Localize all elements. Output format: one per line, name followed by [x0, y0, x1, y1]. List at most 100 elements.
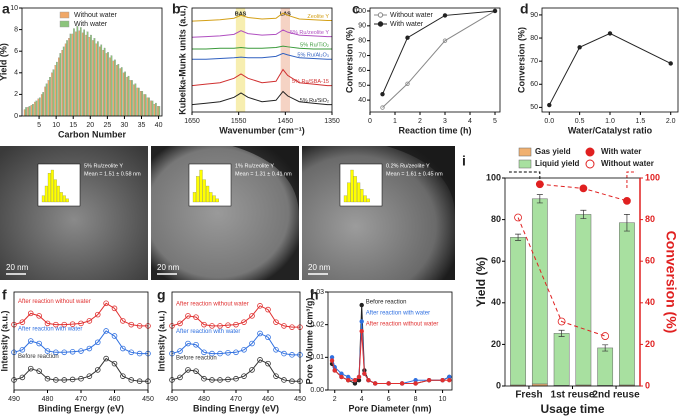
- x-tick-label: 1450: [278, 118, 294, 125]
- bar: [122, 72, 125, 117]
- error-bar: [536, 194, 543, 204]
- bar: [92, 40, 94, 117]
- band: [280, 8, 290, 112]
- legend-swatch: [518, 147, 532, 157]
- x-tick-label: 1550: [231, 118, 247, 125]
- marker: [209, 350, 215, 357]
- marker: [19, 374, 26, 381]
- y-tick-label: 6: [14, 48, 18, 55]
- series-label: After reaction without water: [366, 322, 439, 328]
- bar: [90, 34, 92, 117]
- x-axis-label: Binding Energy (eV): [38, 403, 124, 413]
- bar: [42, 92, 45, 117]
- panel-letter: c: [352, 1, 360, 17]
- marker: [413, 381, 418, 386]
- marker: [209, 377, 215, 383]
- y-axis-label: Intensity (a.u.): [156, 310, 166, 371]
- bar: [59, 53, 62, 117]
- marker: [111, 333, 118, 339]
- y2-tick-label: 80: [645, 214, 655, 224]
- marker: [86, 345, 93, 352]
- legend-label: With water: [74, 21, 108, 28]
- marker: [346, 378, 351, 383]
- x-tick-label: 450: [142, 396, 154, 403]
- legend-swatch: [59, 20, 70, 28]
- marker: [193, 341, 199, 348]
- bar: [54, 65, 57, 117]
- y-tick-label: 40: [491, 297, 501, 307]
- marker: [120, 373, 126, 379]
- y-tick-label: 70: [358, 52, 366, 59]
- tem-particle-edge: [232, 146, 299, 216]
- series-line: [13, 357, 148, 382]
- bar: [38, 97, 41, 117]
- bar: [75, 31, 77, 117]
- inset-mean: Mean = 1.61 ± 0.45 nm: [386, 171, 443, 177]
- bar: [62, 46, 65, 117]
- y-tick-label: 4: [14, 70, 18, 77]
- y2-tick-label: 100: [645, 172, 660, 182]
- marker: [233, 321, 239, 328]
- bar: [44, 86, 47, 117]
- bar: [531, 198, 548, 385]
- legend-marker: [585, 147, 595, 157]
- bar: [143, 94, 146, 117]
- series-line: [548, 32, 671, 106]
- series-label: After reaction without water: [18, 299, 91, 305]
- panel-letter: a: [2, 1, 10, 17]
- bar: [146, 97, 149, 117]
- series-line: [331, 305, 450, 385]
- x-tick-label: 1.5: [635, 118, 645, 125]
- x-axis-label: Pore Diameter (nm): [348, 403, 431, 413]
- frame: [21, 7, 163, 117]
- marker: [44, 348, 51, 354]
- marker: [332, 368, 337, 373]
- bar: [52, 69, 55, 117]
- marker: [241, 319, 247, 325]
- marker: [128, 377, 135, 383]
- x-axis-label: Binding Energy (eV): [193, 403, 279, 413]
- series-label: After reaction with water: [176, 329, 240, 335]
- inset-bar: [65, 198, 69, 203]
- inset-bar: [192, 192, 197, 203]
- series-line: [13, 302, 148, 327]
- legend-marker: [377, 12, 384, 18]
- bar: [69, 33, 72, 117]
- bar: [25, 107, 27, 117]
- marker: [86, 318, 93, 324]
- bar: [131, 80, 133, 117]
- marker: [356, 374, 362, 380]
- bar: [158, 106, 161, 117]
- panel-letter: g: [157, 287, 166, 303]
- bar: [137, 87, 140, 117]
- bar: [127, 75, 130, 117]
- bar: [83, 29, 85, 117]
- marker: [257, 357, 263, 363]
- marker: [136, 378, 143, 385]
- marker: [241, 346, 247, 353]
- marker: [225, 376, 231, 383]
- inset-bar: [350, 169, 354, 203]
- series-line: [13, 330, 148, 355]
- marker: [120, 318, 126, 324]
- marker: [209, 323, 215, 329]
- marker: [53, 349, 59, 356]
- marker: [372, 381, 378, 386]
- marker: [103, 328, 109, 334]
- inset-bar: [209, 192, 213, 203]
- series-label: 5% Ru/SiO₂: [300, 98, 329, 104]
- marker: [265, 334, 271, 341]
- inset-bar: [215, 198, 219, 203]
- marker: [201, 349, 207, 356]
- marker: [19, 346, 26, 353]
- inset-bar: [47, 173, 51, 203]
- series-line: [191, 29, 332, 38]
- y-axis-label: Intensity (a.u.): [0, 310, 9, 371]
- y-tick-label: 60: [530, 81, 538, 88]
- error-bar: [515, 233, 522, 241]
- marker: [136, 350, 143, 357]
- scale-label: 20 nm: [157, 263, 180, 272]
- marker: [193, 314, 199, 320]
- bar: [133, 84, 135, 117]
- series-label: 5% Ru/TiO₂: [300, 42, 329, 48]
